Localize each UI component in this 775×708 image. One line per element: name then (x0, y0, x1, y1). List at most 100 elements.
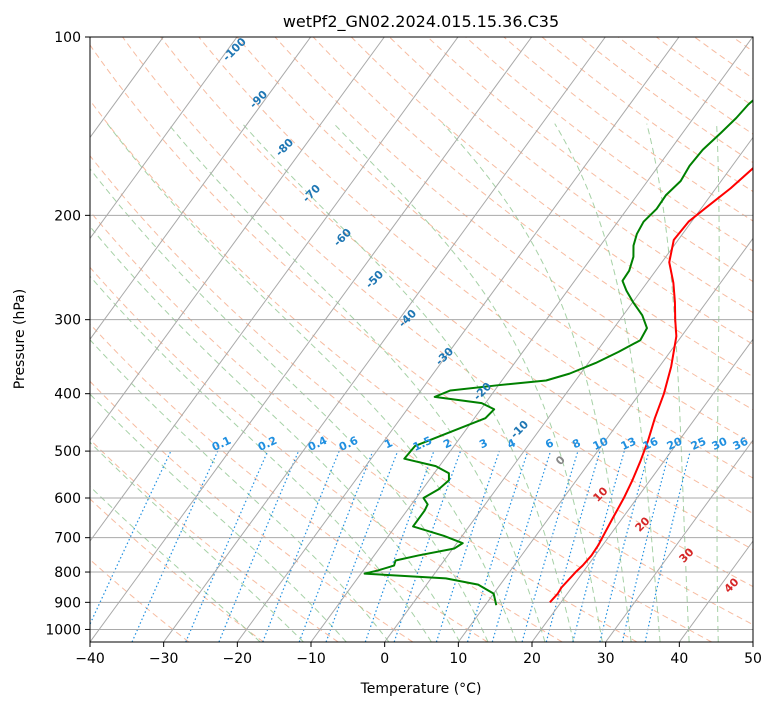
moist-adiabat-line (90, 441, 304, 642)
isotherm-line (236, 37, 680, 642)
mixing-ratio-line (364, 450, 435, 642)
isotherm-line (457, 237, 753, 642)
x-tick-label: −30 (149, 651, 179, 667)
mixing-ratio-line (435, 450, 500, 642)
moist-adiabat-line (90, 275, 432, 642)
y-tick-label: 500 (54, 444, 81, 460)
mixing-ratio-line (131, 450, 219, 642)
mixing-ratio-line (90, 450, 172, 626)
dry-adiabat-line (236, 37, 753, 445)
y-tick-label: 1000 (45, 622, 81, 638)
y-tick-label: 100 (54, 30, 81, 46)
moist-adiabat-line (90, 167, 489, 642)
y-tick-label: 400 (54, 387, 81, 403)
dry-adiabat-label: -90 (247, 88, 270, 111)
y-tick-label: 600 (54, 491, 81, 507)
dry-adiabat-line (90, 44, 753, 588)
dry-adiabat-line (90, 438, 339, 642)
moist-adiabat-line (90, 225, 461, 642)
dry-adiabat-label: -60 (331, 226, 354, 249)
dry-adiabat-line (656, 37, 753, 107)
isotherm-line (310, 37, 753, 642)
dry-adiabat-label: 40 (722, 575, 742, 595)
y-tick-label: 200 (54, 208, 81, 224)
mixing-ratio-line (218, 450, 300, 642)
isotherm-line (90, 37, 459, 542)
mixing-ratio-label: 10 (591, 435, 611, 453)
axis-ticks: −40 −30 −20 −10 0 10 20 30 40 50 100 200 300 400 500 60… (45, 30, 762, 667)
dry-adiabat-label: -20 (471, 380, 494, 403)
isotherm-line (90, 37, 312, 341)
dewpoint-line (363, 99, 753, 606)
y-tick-label: 300 (54, 313, 81, 329)
x-axis-label: Temperature (°C) (360, 681, 482, 697)
mixing-ratio-label: 6 (543, 436, 556, 451)
y-tick-label: 900 (54, 595, 81, 611)
mixing-ratio-line (393, 450, 462, 642)
isotherm-line (90, 37, 385, 442)
dry-adiabat-label: -40 (396, 307, 419, 330)
x-tick-label: 10 (449, 651, 467, 667)
mixing-ratio-line (491, 450, 552, 642)
isotherm-line (605, 439, 753, 642)
dry-adiabat-line (90, 323, 488, 642)
dry-adiabat-line (198, 37, 753, 479)
background-lines (90, 37, 753, 642)
isotherm-line (90, 37, 533, 642)
y-axis-label: Pressure (hPa) (12, 289, 28, 389)
mixing-ratio-line (572, 450, 625, 642)
x-tick-label: −10 (296, 651, 326, 667)
dry-adiabat-line (465, 37, 753, 252)
dry-adiabat-label: 10 (591, 484, 611, 504)
x-tick-label: 40 (670, 651, 688, 667)
isotherm-line (752, 641, 753, 642)
mixing-ratio-line (298, 450, 374, 642)
mixing-ratio-label: 1 (382, 436, 394, 451)
mixing-ratio-line (545, 450, 601, 642)
mixing-ratio-line (621, 450, 671, 642)
moist-adiabat-line (646, 123, 690, 642)
x-tick-label: −20 (223, 651, 253, 667)
mixing-ratio-line (325, 450, 399, 642)
dry-adiabat-label: -70 (300, 182, 323, 205)
dry-adiabat-line (90, 266, 563, 642)
mixing-ratio-label: 8 (570, 436, 582, 451)
dry-adiabat-line (90, 99, 753, 626)
moist-adiabat-line (716, 123, 720, 642)
dry-adiabat-line (350, 37, 753, 345)
dry-adiabat-line (274, 37, 753, 411)
data-series (363, 99, 753, 606)
dry-adiabat-line (90, 558, 190, 642)
x-tick-label: 20 (523, 651, 541, 667)
dry-adiabat-label: -100 (220, 35, 249, 64)
x-tick-label: 0 (380, 651, 389, 667)
mixing-ratio-line (466, 450, 529, 642)
dry-adiabat-line (122, 37, 753, 551)
dry-adiabat-label: -80 (273, 136, 296, 159)
y-tick-label: 800 (54, 565, 81, 581)
mixing-ratio-label: 36 (731, 435, 751, 453)
dry-adiabat-line (90, 498, 264, 642)
mixing-ratio-label: 13 (619, 435, 638, 453)
chart-title: wetPf2_GN02.2024.015.15.36.C35 (283, 12, 559, 32)
mixing-ratio-label: 20 (665, 435, 685, 453)
x-tick-label: 30 (597, 651, 615, 667)
dry-adiabat-label: -50 (363, 268, 386, 291)
y-tick-label: 700 (54, 531, 81, 547)
mixing-ratio-label: 3 (477, 436, 489, 451)
moist-adiabat-line (333, 123, 603, 642)
isotherm-line (531, 338, 753, 642)
mixing-ratio-label: 30 (710, 435, 730, 453)
dry-adiabat-line (732, 37, 753, 52)
dry-adiabat-line (427, 37, 753, 283)
x-tick-label: 50 (744, 651, 762, 667)
mixing-ratio-line (521, 450, 579, 642)
dry-adiabat-label: 30 (677, 545, 697, 565)
dry-adiabat-line (541, 37, 753, 193)
isotherm-line (90, 37, 238, 240)
mixing-ratio-line (185, 450, 269, 642)
mixing-ratio-label: 25 (689, 435, 708, 453)
dry-adiabat-line (160, 37, 753, 514)
mixing-ratio-line (262, 450, 340, 642)
